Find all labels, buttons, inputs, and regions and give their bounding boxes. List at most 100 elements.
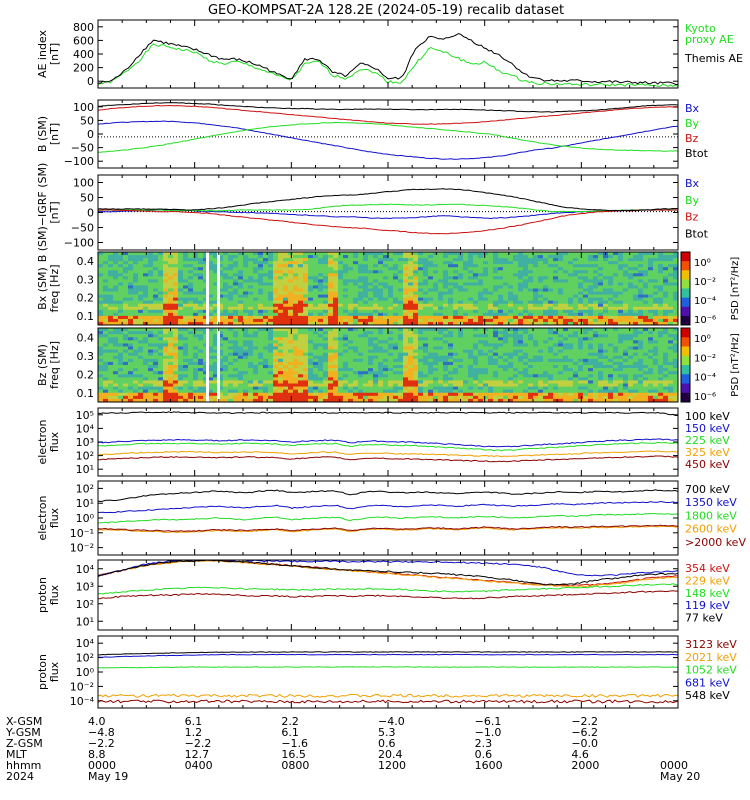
heatmap-cell xyxy=(243,395,249,400)
heatmap-cell xyxy=(303,285,309,289)
heatmap-cell xyxy=(168,300,174,305)
heatmap-cell xyxy=(168,380,174,384)
heatmap-cell xyxy=(513,291,519,295)
heatmap-cell xyxy=(283,312,289,317)
heatmap-cell xyxy=(668,306,674,311)
heatmap-cell xyxy=(288,398,294,403)
heatmap-cell xyxy=(313,386,319,390)
heatmap-cell xyxy=(398,371,404,375)
heatmap-cell xyxy=(438,343,444,347)
heatmap-cell xyxy=(358,273,364,277)
heatmap-cell xyxy=(458,331,464,335)
heatmap-cell xyxy=(103,392,109,397)
heatmap-cell xyxy=(648,309,654,314)
heatmap-cell xyxy=(233,358,239,363)
heatmap-cell xyxy=(313,331,319,335)
heatmap-cell xyxy=(468,312,474,317)
heatmap-cell xyxy=(98,312,104,317)
heatmap-cell xyxy=(138,328,144,332)
heatmap-cell xyxy=(323,258,329,262)
heatmap-cell xyxy=(223,270,229,274)
heatmap-cell xyxy=(398,355,404,360)
heatmap-cell xyxy=(328,303,334,308)
heatmap-cell xyxy=(383,380,389,384)
heatmap-cell xyxy=(203,303,209,308)
heatmap-cell xyxy=(218,349,224,353)
heatmap-cell xyxy=(433,334,439,338)
heatmap-cell xyxy=(143,365,149,369)
heatmap-cell xyxy=(503,300,509,305)
heatmap-cell xyxy=(648,270,654,274)
heatmap-cell xyxy=(348,261,354,265)
heatmap-cell xyxy=(368,318,374,323)
heatmap-cell xyxy=(528,312,534,317)
heatmap-cell xyxy=(358,303,364,308)
heatmap-cell xyxy=(668,270,674,274)
heatmap-cell xyxy=(348,297,354,301)
heatmap-cell xyxy=(228,331,234,335)
heatmap-cell xyxy=(578,264,584,268)
heatmap-cell xyxy=(573,321,579,326)
heatmap-cell xyxy=(213,285,219,289)
heatmap-cell xyxy=(178,337,184,341)
heatmap-cell xyxy=(323,383,329,387)
heatmap-cell xyxy=(173,279,179,283)
heatmap-cell xyxy=(308,371,314,375)
heatmap-cell xyxy=(593,318,599,323)
heatmap-cell xyxy=(463,291,469,295)
heatmap-cell xyxy=(98,374,104,378)
heatmap-cell xyxy=(288,346,294,350)
heatmap-cell xyxy=(338,300,344,305)
heatmap-cell xyxy=(503,276,509,280)
heatmap-cell xyxy=(228,383,234,387)
heatmap-cell xyxy=(323,361,329,366)
heatmap-cell xyxy=(433,358,439,363)
heatmap-cell xyxy=(268,282,274,286)
heatmap-cell xyxy=(388,365,394,369)
heatmap-cell xyxy=(323,318,329,323)
heatmap-cell xyxy=(283,318,289,323)
heatmap-cell xyxy=(363,389,369,394)
heatmap-cell xyxy=(303,340,309,344)
heatmap-cell xyxy=(128,273,134,277)
heatmap-cell xyxy=(433,355,439,360)
heatmap-cell xyxy=(348,279,354,283)
heatmap-cell xyxy=(448,340,454,344)
heatmap-cell xyxy=(408,355,414,360)
heatmap-cell xyxy=(258,270,264,274)
heatmap-cell xyxy=(423,355,429,360)
heatmap-cell xyxy=(618,312,624,317)
heatmap-cell xyxy=(123,264,129,268)
heatmap-cell xyxy=(293,288,299,292)
heatmap-cell xyxy=(168,279,174,283)
heatmap-cell xyxy=(438,288,444,292)
heatmap-cell xyxy=(553,273,559,277)
heatmap-cell xyxy=(558,291,564,295)
heatmap-cell xyxy=(653,261,659,265)
heatmap-cell xyxy=(258,371,264,375)
heatmap-cell xyxy=(383,312,389,317)
heatmap-cell xyxy=(203,255,209,259)
heatmap-cell xyxy=(413,258,419,262)
heatmap-cell xyxy=(523,270,529,274)
heatmap-cell xyxy=(413,398,419,403)
heatmap-cell xyxy=(363,258,369,262)
heatmap-cell xyxy=(163,270,169,274)
heatmap-cell xyxy=(463,255,469,259)
heatmap-cell xyxy=(408,368,414,372)
heatmap-cell xyxy=(118,377,124,381)
heatmap-cell xyxy=(98,371,104,375)
heatmap-cell xyxy=(273,349,279,353)
heatmap-cell xyxy=(528,294,534,298)
heatmap-cell xyxy=(348,334,354,338)
heatmap-cell xyxy=(458,352,464,357)
heatmap-cell xyxy=(398,368,404,372)
heatmap-cell xyxy=(358,300,364,305)
heatmap-cell xyxy=(128,389,134,394)
heatmap-cell xyxy=(248,352,254,357)
heatmap-cell xyxy=(268,255,274,259)
heatmap-cell xyxy=(263,358,269,363)
heatmap-cell xyxy=(633,282,639,286)
heatmap-cell xyxy=(248,377,254,381)
heatmap-cell xyxy=(488,328,494,332)
